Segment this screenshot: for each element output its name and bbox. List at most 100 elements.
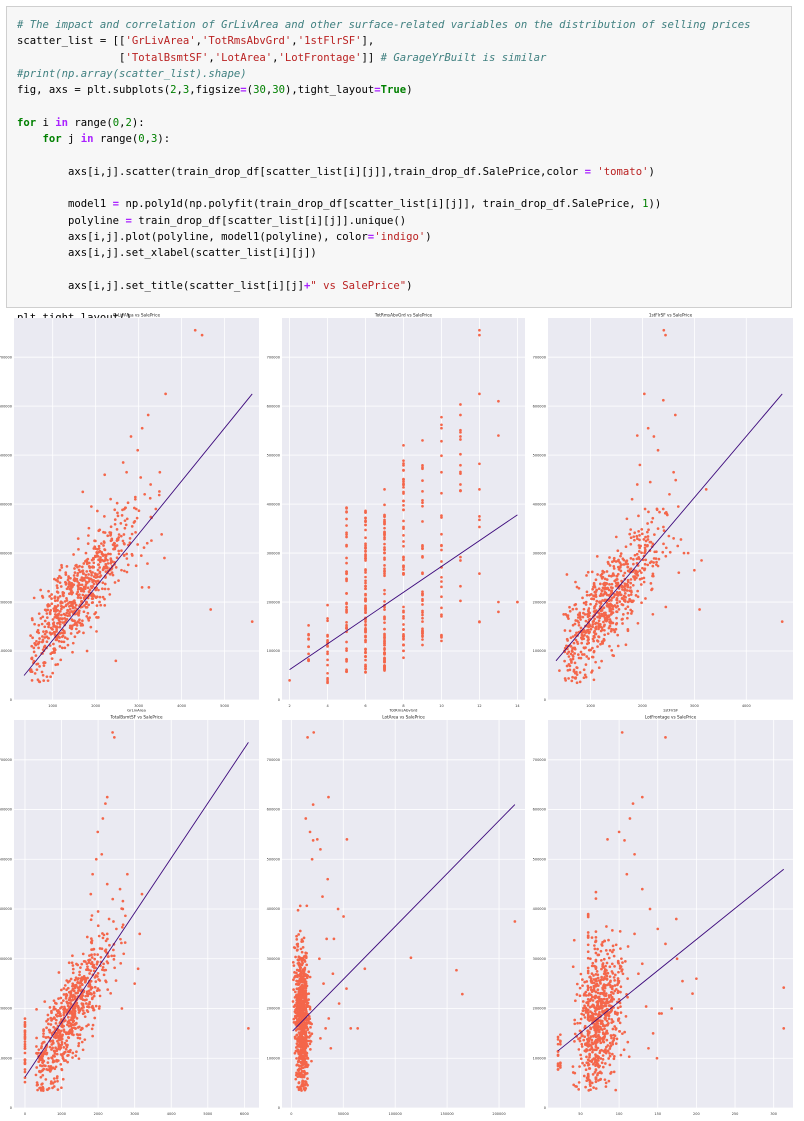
scatter-point [559,1033,562,1037]
scatter-point [57,997,60,1000]
scatter-point [95,989,99,993]
scatter-point [593,1071,597,1074]
scatter-point [71,619,74,622]
scatter-point [580,1012,583,1016]
y-tick-label: 300000 [267,957,280,961]
scatter-point [664,942,667,946]
scatter-point [96,953,99,956]
scatter-point [72,1014,75,1017]
scatter-point [641,566,644,570]
scatter-point [83,1038,87,1042]
scatter-point [459,428,462,432]
scatter-point [301,1080,304,1084]
scatter-point [598,1010,601,1014]
y-tick-label: 700000 [0,758,12,762]
scatter-point [586,1072,590,1076]
scatter-point [586,1058,590,1062]
y-tick-label: 300000 [533,957,546,961]
scatter-point [603,616,607,620]
scatter-point [87,1023,90,1027]
scatter-point [644,535,647,539]
x-tick-label: 150 [654,1112,661,1116]
scatter-point [587,1089,591,1092]
scatter-point [633,553,637,557]
scatter-point [295,1071,298,1075]
x-tick-label: 2000 [91,704,100,708]
scatter-point [607,574,611,578]
scatter-point [617,1019,620,1022]
scatter-point [91,948,95,951]
axes-background [14,720,259,1108]
scatter-point [579,1017,583,1021]
code-token: ) [406,84,413,97]
scatter-point [586,935,590,939]
scatter-point [586,1008,590,1012]
scatter-point [71,1056,74,1059]
scatter-point [43,661,47,665]
scatter-point [592,1086,595,1089]
scatter-point [60,566,64,569]
scatter-point [45,1068,48,1071]
scatter-point [302,988,305,991]
scatter-point [608,625,612,628]
scatter-point [112,948,115,952]
scatter-point [620,585,624,589]
scatter-point [304,1060,308,1064]
scatter-point [570,649,574,653]
scatter-point [619,569,623,573]
code-token: , [291,35,298,48]
scatter-point [664,333,667,337]
scatter-point [35,1083,39,1087]
scatter-point [606,971,610,975]
code-token: '1stFlrSF' [297,35,362,48]
scatter-point [614,605,618,609]
scatter-point [60,1001,63,1005]
scatter-point [80,622,84,626]
scatter-point [421,590,424,594]
scatter-point [345,544,348,548]
scatter-point [49,1065,53,1068]
scatter-point [643,550,647,553]
scatter-point [100,852,104,856]
scatter-point [586,570,590,574]
scatter-point [364,607,367,610]
scatter-point [62,1059,66,1062]
scatter-point [597,979,601,982]
scatter-point [306,1083,309,1087]
scatter-point [629,586,632,589]
scatter-point [602,957,606,961]
scatter-point [589,648,593,652]
code-text[interactable]: # The impact and correlation of GrLivAre… [17,17,750,327]
scatter-point [307,1031,311,1034]
scatter-point [601,594,605,597]
scatter-point [109,533,113,536]
scatter-point [345,577,348,581]
scatter-point [56,1079,59,1083]
scatter-point [87,958,90,962]
scatter-point [113,966,116,970]
scatter-point [617,608,621,611]
scatter-point [604,1048,607,1051]
scatter-point [101,968,104,972]
scatter-point [78,1025,81,1029]
scatter-point [55,584,59,587]
y-tick-label: 100000 [0,649,12,653]
scatter-point [304,1000,308,1004]
scatter-point [52,1077,56,1080]
scatter-point [44,1036,48,1039]
scatter-point [55,1009,59,1013]
scatter-point [76,587,80,591]
scatter-point [586,636,590,639]
code-token: 2 [170,84,177,97]
scatter-point [56,577,60,580]
scatter-point [704,488,708,491]
scatter-point [66,1036,70,1039]
code-cell[interactable]: # The impact and correlation of GrLivAre… [6,6,792,324]
scatter-point [69,1022,73,1026]
scatter-point [90,558,94,562]
scatter-point [646,522,649,525]
scatter-point [583,630,587,634]
scatter-point [559,1064,562,1068]
scatter-point [440,439,443,443]
scatter-point [42,1035,45,1038]
